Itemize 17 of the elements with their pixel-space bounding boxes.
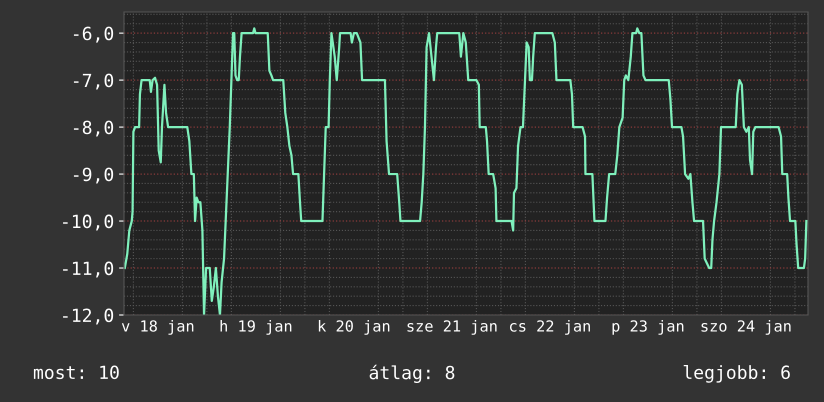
text: legjobb: 6 <box>684 365 790 383</box>
x-tick-label: sze 21 jan <box>408 320 497 335</box>
y-tick-label: -12,0 <box>63 308 114 324</box>
y-tick-label: -10,0 <box>63 214 114 230</box>
x-tick-label: cs 22 jan <box>510 320 590 335</box>
y-tick-label: -6,0 <box>74 26 114 43</box>
x-tick-label: k 20 jan <box>318 320 390 335</box>
y-tick-label: -8,0 <box>74 120 114 137</box>
y-tick-label: -11,0 <box>63 262 114 278</box>
x-tick-label: p 23 jan <box>612 320 684 335</box>
x-tick-label: szo 24 jan <box>702 320 791 335</box>
text: most: 10 <box>34 365 119 380</box>
text: átlag: 8 <box>370 364 454 384</box>
y-tick-label: -7,0 <box>74 74 114 90</box>
x-tick-label: h 19 jan <box>220 320 292 335</box>
y-tick-label: -9,0 <box>74 168 114 184</box>
x-tick-label: v 18 jan <box>122 320 194 335</box>
